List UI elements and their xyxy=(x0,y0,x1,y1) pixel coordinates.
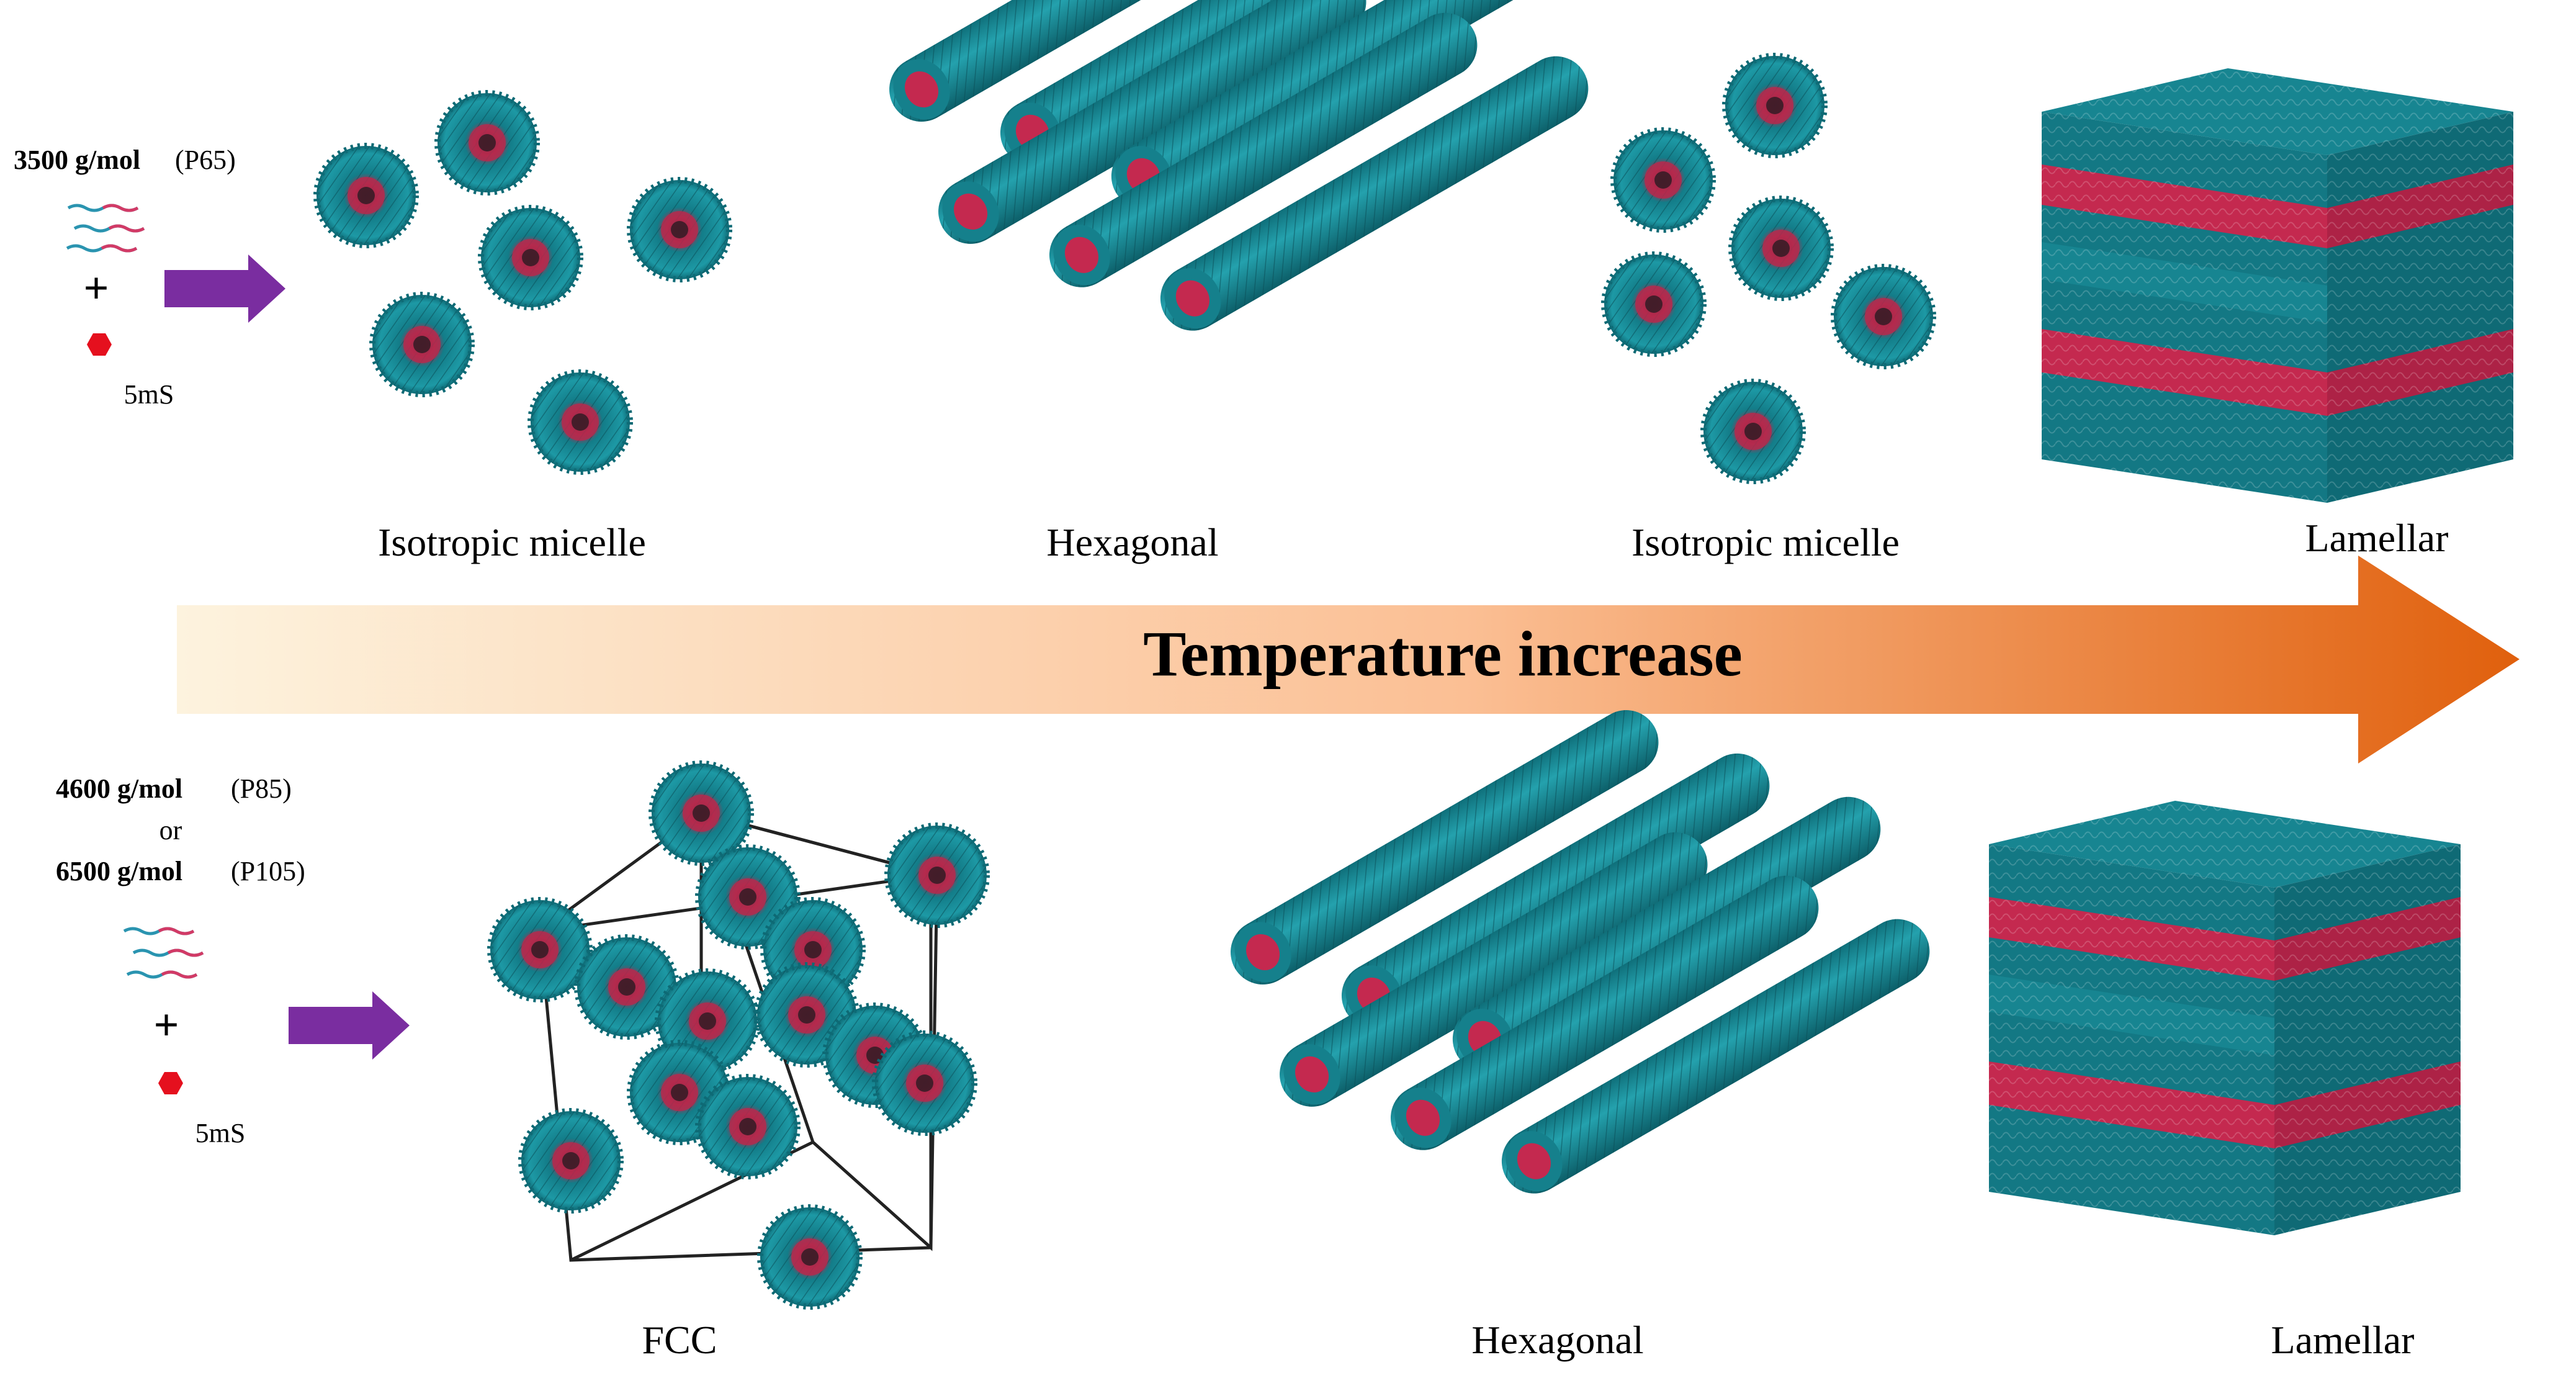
micelle-icon xyxy=(1613,130,1713,230)
surfactant-hexagon-icon xyxy=(87,333,112,356)
micelle-icon xyxy=(372,295,472,394)
bottom-surfactant-label: 5mS xyxy=(195,1118,246,1148)
plus-sign: + xyxy=(83,263,109,313)
micelle-icon xyxy=(630,180,729,279)
micelle-icon xyxy=(875,1034,974,1133)
micelle-icon xyxy=(438,93,537,192)
micelle-icon xyxy=(1731,199,1831,298)
micelle-icon xyxy=(531,372,630,472)
process-arrow-icon xyxy=(289,991,410,1060)
phase-label: Lamellar xyxy=(2271,1318,2415,1362)
polymer-chain-icon xyxy=(127,972,197,977)
micelle-icon xyxy=(1725,56,1824,155)
plus-sign: + xyxy=(153,1000,179,1050)
micelle-icon xyxy=(1834,267,1933,366)
temperature-arrow xyxy=(177,556,2520,764)
top-isotropic-micelles-1 xyxy=(316,93,729,472)
top-isotropic-micelles-2 xyxy=(1604,56,1933,481)
polymer-chain-icon xyxy=(124,929,194,934)
bottom-reagent-mass-2: 6500 g/mol xyxy=(56,856,182,886)
polymer-chain-icon xyxy=(74,226,144,231)
micelle-icon xyxy=(760,1207,859,1307)
bottom-reagent-group: 4600 g/mol (P85) or 6500 g/mol (P105) + … xyxy=(56,773,305,1148)
bottom-reagent-code-1: (P85) xyxy=(231,773,292,804)
surfactant-hexagon-icon xyxy=(158,1072,183,1094)
phase-label: FCC xyxy=(642,1318,717,1362)
polymer-chain-icon xyxy=(68,205,138,210)
micelle-icon xyxy=(698,1077,797,1176)
micelle-icon xyxy=(481,208,580,307)
phase-label: Hexagonal xyxy=(1046,520,1218,564)
lamellar-icon xyxy=(1989,801,2461,1235)
bottom-lamellar-block xyxy=(1989,801,2461,1235)
top-reagent-group: 3500 g/mol (P65) + 5mS xyxy=(14,145,236,410)
temperature-arrow-label: Temperature increase xyxy=(1143,618,1743,690)
bottom-hexagonal-rods xyxy=(1219,698,1942,1205)
bottom-reagent-or: or xyxy=(159,815,182,845)
phase-label: Hexagonal xyxy=(1471,1318,1643,1362)
micelle-icon xyxy=(887,826,987,925)
phase-label: Lamellar xyxy=(2305,516,2449,560)
top-reagent-code: (P65) xyxy=(175,145,236,175)
phase-label: Isotropic micelle xyxy=(378,520,646,564)
polymer-chain-icon xyxy=(133,950,203,955)
top-hexagonal-rods xyxy=(877,0,1600,343)
lamellar-icon xyxy=(2042,68,2513,503)
bottom-reagent-mass-1: 4600 g/mol xyxy=(56,773,182,804)
micelle-icon xyxy=(316,146,416,245)
polymer-chain-icon xyxy=(67,246,137,251)
micelle-icon xyxy=(652,764,751,863)
process-arrow-icon xyxy=(164,255,285,323)
micelle-icon xyxy=(1703,382,1803,481)
top-lamellar-block xyxy=(2042,68,2513,503)
top-surfactant-label: 5mS xyxy=(124,379,174,410)
phase-label: Isotropic micelle xyxy=(1631,520,1900,564)
bottom-reagent-code-2: (P105) xyxy=(231,856,305,886)
micelle-icon xyxy=(1604,255,1703,354)
bottom-fcc-lattice xyxy=(490,764,987,1307)
top-reagent-mass: 3500 g/mol xyxy=(14,145,140,175)
micelle-icon xyxy=(521,1111,621,1210)
